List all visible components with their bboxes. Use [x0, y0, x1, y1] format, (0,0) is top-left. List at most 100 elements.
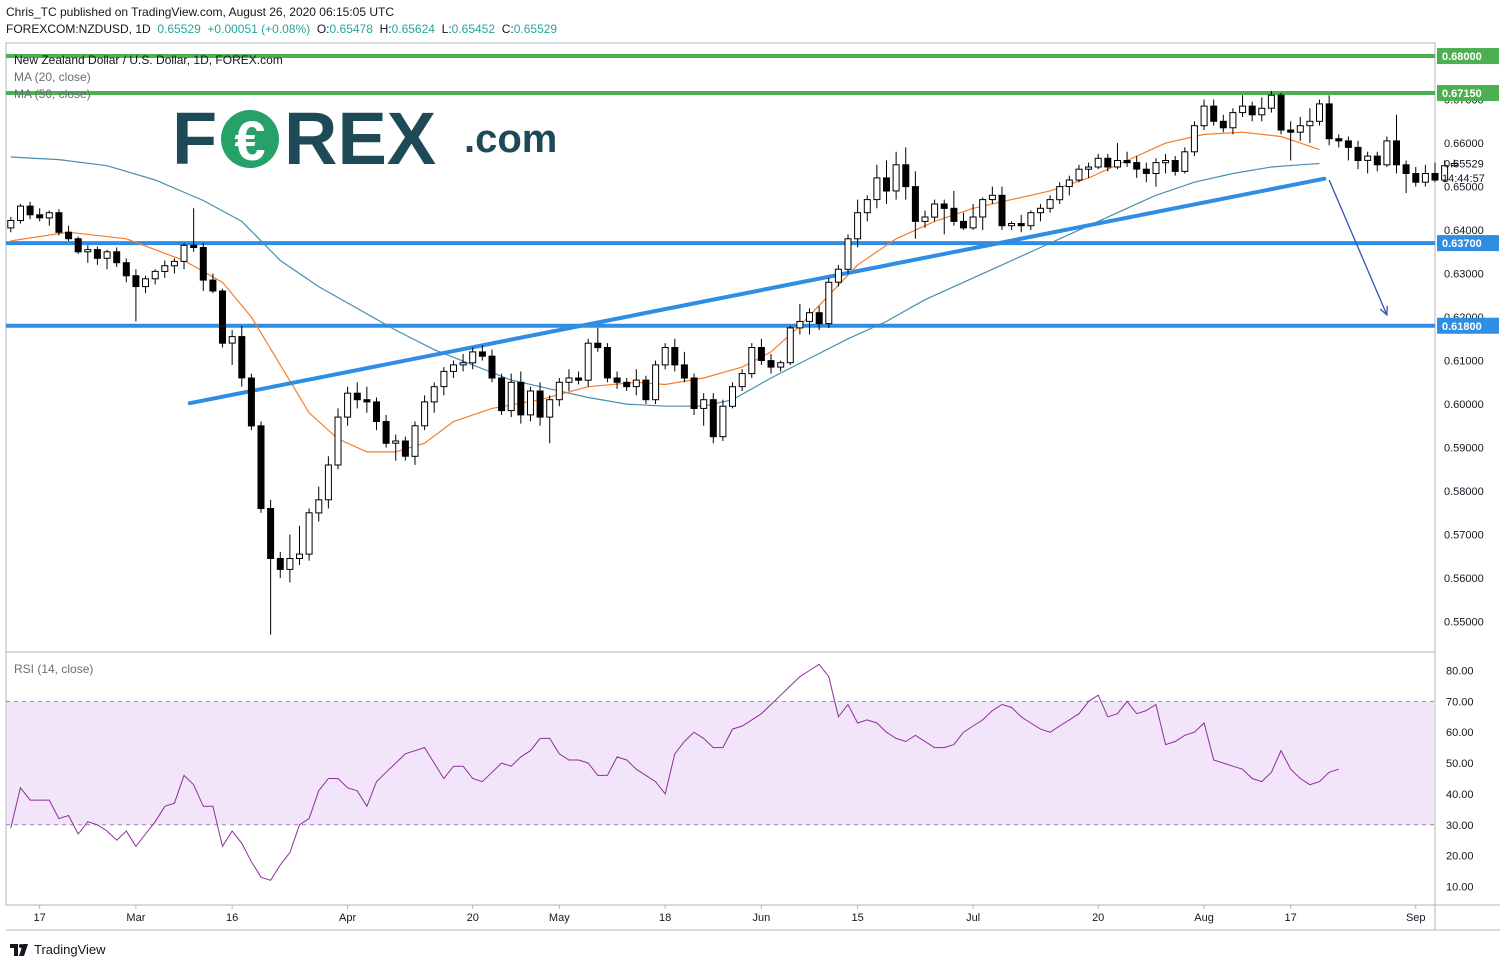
candle-body: [170, 260, 178, 267]
rsi-tick-label: 10.00: [1446, 881, 1474, 893]
candle-body: [815, 312, 823, 325]
candle-body: [1344, 140, 1352, 148]
candle-body: [603, 347, 611, 379]
candle-body: [334, 416, 342, 466]
trendline-layer[interactable]: [187, 176, 1388, 406]
candle-body: [1393, 140, 1400, 166]
time-tick-label: Sep: [1406, 912, 1426, 924]
logo-o-coin: [221, 110, 279, 168]
candle-body: [661, 347, 669, 366]
candle-body: [998, 194, 1006, 227]
candle-body: [1287, 129, 1295, 133]
ma20-legend[interactable]: MA (20, close): [14, 70, 91, 84]
candle-body: [1104, 157, 1112, 168]
candle-body: [1133, 162, 1141, 170]
candle-body: [1239, 105, 1247, 114]
candle-body: [1412, 173, 1420, 183]
candle-body: [122, 262, 130, 277]
candle-body: [209, 279, 217, 292]
time-tick-label: Mar: [126, 912, 145, 924]
time-tick-label: Jun: [753, 912, 771, 924]
candle-body: [921, 216, 929, 222]
tradingview-logo-icon: [10, 943, 28, 956]
price-tick-label: 0.66000: [1444, 138, 1484, 150]
candle-body: [1181, 151, 1189, 172]
candle-body: [854, 212, 862, 240]
candle-body: [459, 362, 467, 366]
open-value: 0.65478: [329, 22, 373, 36]
price-pane[interactable]: [5, 42, 1436, 653]
rsi-tick-label: 30.00: [1446, 820, 1474, 832]
candle-body: [834, 268, 842, 283]
rsi-tick-label: 40.00: [1446, 789, 1474, 801]
candle-body: [488, 355, 496, 379]
candle-body: [1296, 125, 1304, 133]
level-tag-2-text: 0.63700: [1442, 238, 1482, 250]
candle-body: [7, 220, 15, 229]
candle-body: [74, 238, 82, 253]
horizontal-levels[interactable]: [6, 54, 1435, 328]
candle-body: [392, 440, 400, 444]
candle-body: [1306, 120, 1314, 127]
rsi-line-layer: [10, 663, 1339, 881]
candle-body: [806, 312, 813, 322]
candle-body: [440, 370, 448, 388]
candle-body: [315, 499, 323, 514]
rsi-band: [7, 701, 1434, 825]
candle-body: [892, 164, 900, 192]
candle-body: [1441, 165, 1449, 181]
price-tick-label: 0.59000: [1444, 443, 1484, 455]
candle-body: [1027, 212, 1035, 227]
close-value: 0.65529: [513, 22, 558, 36]
candle-body: [65, 231, 73, 240]
ma20-line: [10, 131, 1320, 453]
candle-body: [26, 205, 34, 216]
candle-body: [1219, 120, 1227, 129]
candle-body: [1085, 166, 1093, 170]
level-tag-2-bg: [1437, 235, 1499, 252]
candle-body: [1229, 112, 1237, 129]
candle-body: [1065, 179, 1073, 187]
candle-body: [671, 347, 679, 366]
rsi-legend[interactable]: RSI (14, close): [14, 662, 93, 676]
candle-body: [767, 360, 775, 368]
candle-body: [103, 251, 111, 259]
price-tick-label: 0.64000: [1444, 225, 1484, 237]
low-value: 0.65452: [451, 22, 496, 36]
candle-body: [382, 421, 390, 444]
level-tag-1-text: 0.67150: [1442, 88, 1482, 100]
candle-body: [690, 377, 698, 409]
tradingview-brand[interactable]: TradingView: [34, 942, 106, 957]
time-tick-label: 20: [1092, 912, 1104, 924]
price-tick-label: 0.65000: [1444, 182, 1484, 194]
candle-body: [555, 381, 563, 401]
candle-body: [1056, 186, 1064, 201]
candle-body: [584, 342, 592, 381]
candle-body: [1316, 103, 1323, 122]
low-label: L:: [441, 22, 452, 36]
rsi-tick-label: 20.00: [1446, 851, 1474, 863]
candle-body: [1364, 155, 1372, 161]
time-tick-label: 15: [852, 912, 864, 924]
candle-body: [296, 553, 303, 559]
axis-labels: 0.55000 0.56000 0.57000 0.58000 0.59000 0.600…: [34, 51, 1484, 924]
symbol-label[interactable]: FOREXCOM:NZDUSD, 1D: [6, 22, 151, 36]
candle-body: [363, 399, 371, 403]
candle-body: [1450, 163, 1458, 167]
candle-body: [1431, 173, 1439, 181]
chart-title: New Zealand Dollar / U.S. Dollar, 1D, FO…: [14, 53, 283, 67]
candles-layer: [7, 90, 1458, 635]
candle-body: [257, 425, 265, 509]
last-price: 0.65529: [157, 22, 201, 36]
candle-body: [960, 220, 967, 229]
candle-body: [1142, 168, 1150, 174]
candle-body: [652, 364, 660, 401]
candle-body: [738, 373, 746, 388]
ma50-legend[interactable]: MA (50, close): [14, 87, 91, 101]
candle-body: [36, 214, 44, 219]
candle-body: [632, 379, 640, 388]
candle-body: [623, 381, 631, 388]
candle-body: [142, 278, 149, 288]
candle-body: [113, 251, 121, 264]
